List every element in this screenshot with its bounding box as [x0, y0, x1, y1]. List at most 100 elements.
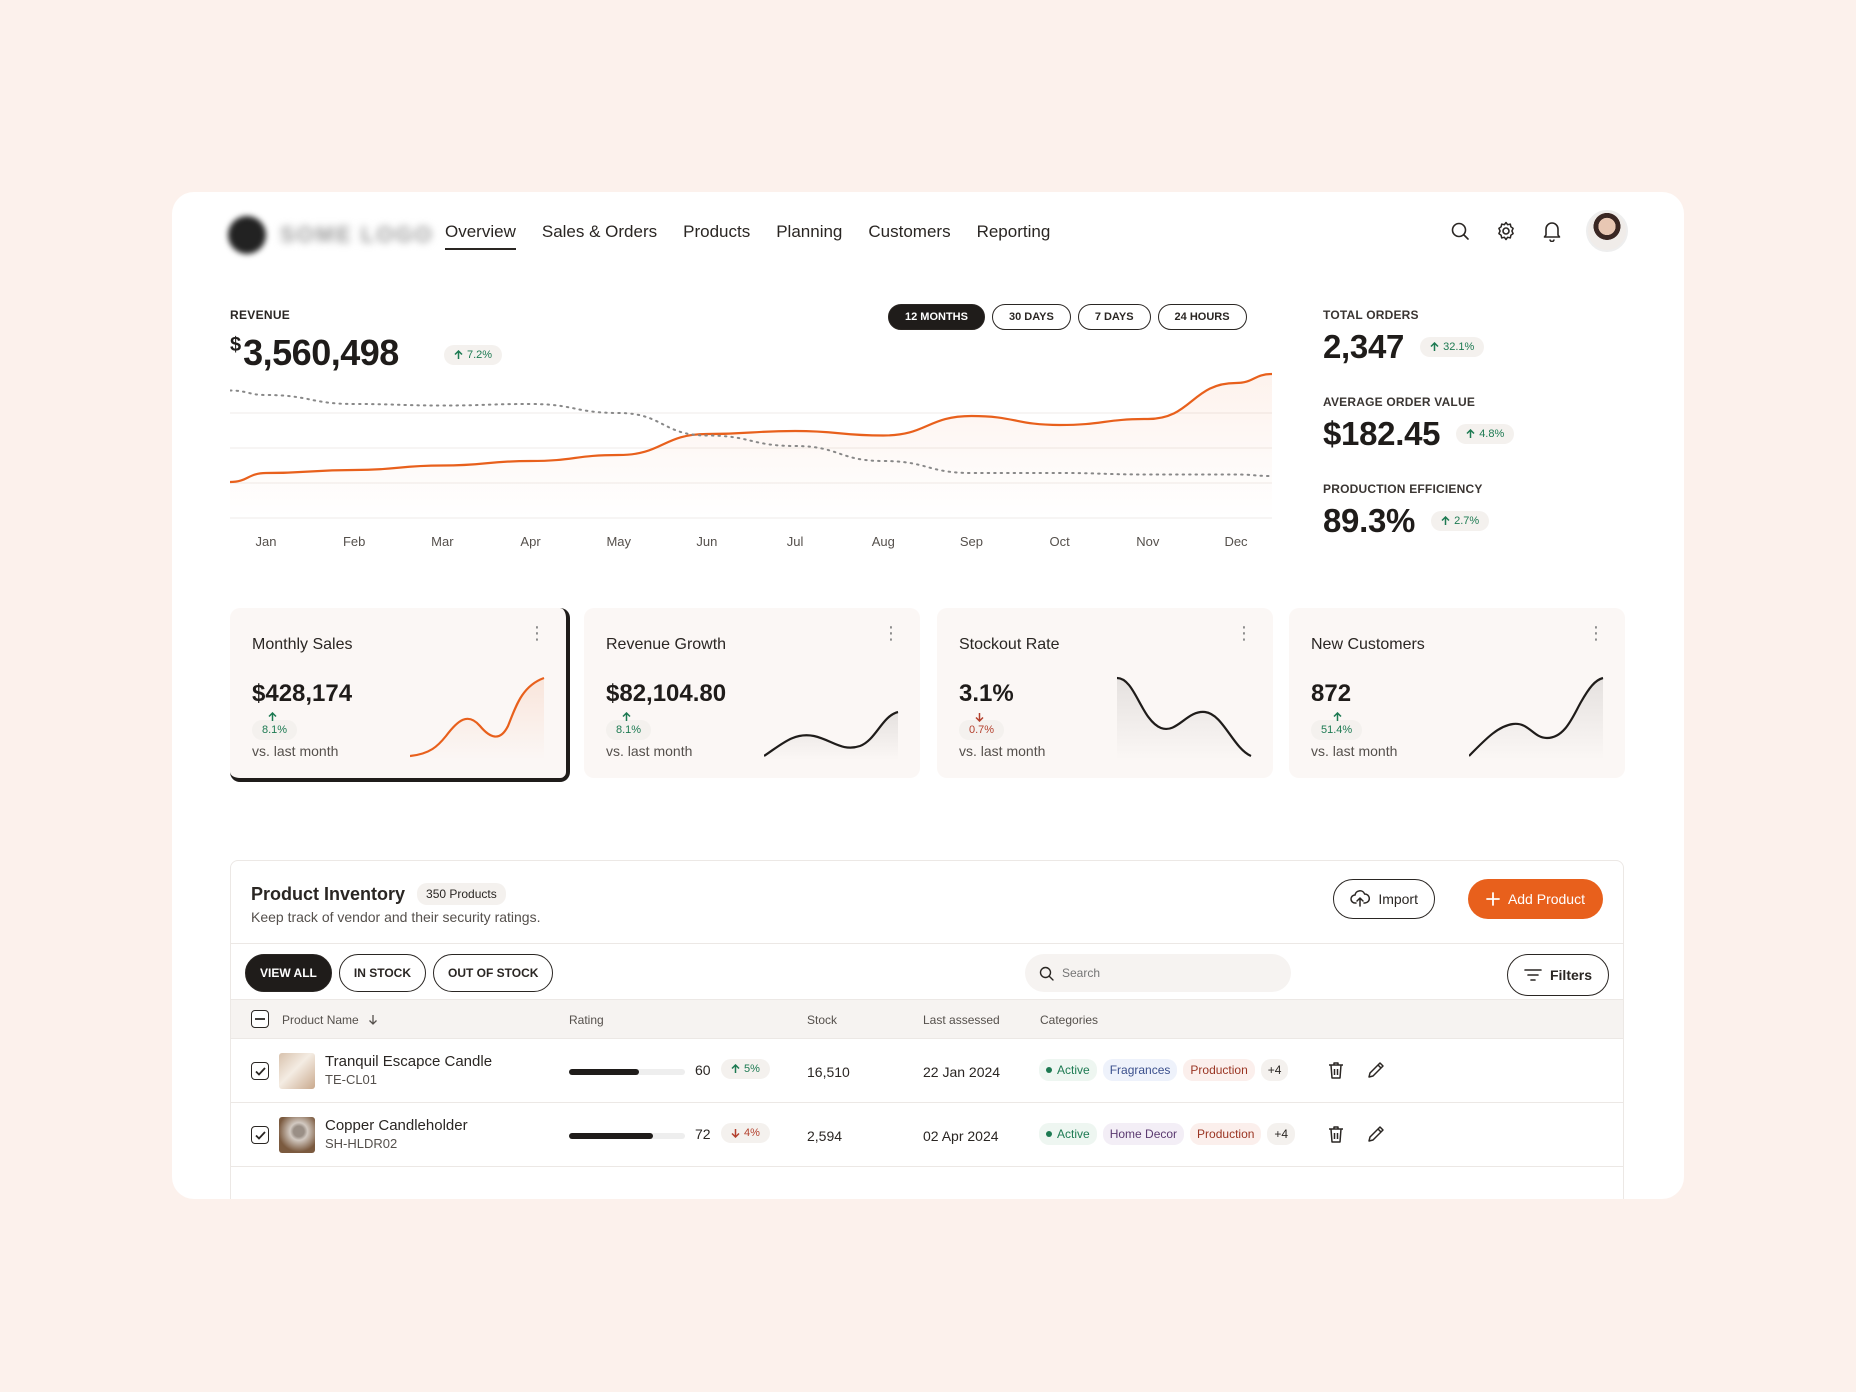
nav-planning[interactable]: Planning [776, 222, 843, 241]
add-product-button[interactable]: Add Product [1467, 879, 1603, 919]
month-tick-label: Feb [342, 534, 366, 549]
trash-icon[interactable] [1325, 1123, 1347, 1145]
main-nav: Overview Sales & Orders Products Plannin… [445, 222, 1050, 250]
nav-sales-orders[interactable]: Sales & Orders [541, 222, 658, 241]
month-tick-label: Nov [1136, 534, 1160, 549]
card-subtext: vs. last month [959, 743, 1046, 759]
card-subtext: vs. last month [252, 743, 339, 759]
check-icon [254, 1066, 266, 1076]
revenue-area-fill [230, 374, 1272, 518]
rating-value: 72 [695, 1126, 711, 1142]
more-tags[interactable]: +4 [1267, 1123, 1296, 1145]
range-24-hours[interactable]: 24 HOURS [1157, 304, 1247, 330]
month-tick-label: Apr [520, 534, 541, 549]
arrow-up-icon [622, 712, 631, 721]
stat-change-badge: 2.7% [1431, 511, 1490, 531]
column-rating[interactable]: Rating [569, 1013, 604, 1027]
more-tags[interactable]: +4 [1260, 1059, 1289, 1081]
add-product-label: Add Product [1507, 891, 1585, 907]
table-row[interactable]: Tranquil Escapce Candle TE-CL01 60 5% 16… [231, 1039, 1623, 1103]
stock-filter-tabs: VIEW ALL IN STOCK OUT OF STOCK [245, 954, 554, 992]
stat-value: 89.3% [1323, 502, 1416, 539]
column-label: Product Name [282, 1013, 359, 1027]
rating-change-badge: 4% [721, 1123, 770, 1143]
filters-button[interactable]: Filters [1506, 954, 1609, 996]
arrow-down-icon [975, 713, 984, 722]
kpi-card-revenue-growth[interactable]: Revenue Growth ⋮ $82,104.80 8.1% vs. las… [584, 608, 920, 778]
last-assessed-date: 22 Jan 2024 [923, 1064, 1001, 1080]
revenue-currency: $ [230, 334, 242, 356]
sparkline [410, 676, 545, 760]
nav-overview[interactable]: Overview [445, 222, 516, 250]
card-change-badge: 8.1% [252, 712, 298, 740]
arrow-up-icon [1333, 712, 1342, 721]
inventory-header: Product Inventory 350 Products [251, 883, 506, 905]
row-checkbox[interactable] [251, 1126, 269, 1144]
pencil-icon[interactable] [1365, 1123, 1387, 1145]
card-change-badge: 8.1% [606, 712, 652, 740]
user-avatar[interactable] [1586, 210, 1628, 252]
nav-reporting[interactable]: Reporting [976, 222, 1051, 241]
category-tag: Home Decor [1102, 1123, 1185, 1145]
nav-products[interactable]: Products [683, 222, 751, 241]
kpi-card-stockout-rate[interactable]: Stockout Rate ⋮ 3.1% 0.7% vs. last month [937, 608, 1273, 778]
search-input[interactable] [1062, 966, 1262, 980]
revenue-value: $ 3,560,498 [230, 332, 399, 374]
row-checkbox[interactable] [251, 1062, 269, 1080]
product-count-badge: 350 Products [417, 883, 506, 905]
product-sku: SH-HLDR02 [325, 1136, 398, 1151]
column-categories[interactable]: Categories [1040, 1013, 1099, 1027]
month-tick-label: Jun [696, 534, 718, 549]
bell-icon[interactable] [1540, 219, 1564, 243]
stat-change: 32.1% [1443, 341, 1475, 353]
search-icon[interactable] [1448, 219, 1472, 243]
range-30-days[interactable]: 30 DAYS [991, 304, 1071, 330]
company-logo[interactable]: SOME LOGO [228, 214, 434, 256]
rating-change: 5% [744, 1063, 760, 1075]
card-value: 3.1% [959, 680, 1014, 707]
stat-change: 4.8% [1479, 428, 1505, 440]
column-last-assessed[interactable]: Last assessed [923, 1013, 1000, 1027]
product-inventory-panel: Product Inventory 350 Products Keep trac… [230, 860, 1624, 1199]
product-name: Copper Candleholder [325, 1117, 468, 1134]
more-options-icon[interactable]: ⋮ [882, 623, 900, 643]
sort-arrow-down-icon [369, 1015, 378, 1025]
filter-out-of-stock[interactable]: OUT OF STOCK [433, 954, 554, 992]
filter-in-stock[interactable]: IN STOCK [338, 954, 427, 992]
card-change-badge: 51.4% [1311, 712, 1363, 740]
import-button[interactable]: Import [1333, 879, 1435, 919]
range-7-days[interactable]: 7 DAYS [1077, 304, 1151, 330]
nav-customers[interactable]: Customers [868, 222, 951, 241]
rating-bar [569, 1133, 685, 1139]
month-tick-label: Dec [1224, 534, 1248, 549]
inventory-subtitle: Keep track of vendor and their security … [251, 909, 541, 925]
more-options-icon[interactable]: ⋮ [1235, 623, 1253, 643]
column-product-name[interactable]: Product Name [282, 1013, 378, 1027]
card-change: 8.1% [262, 724, 288, 736]
revenue-label: REVENUE [230, 308, 291, 322]
product-sku: TE-CL01 [325, 1072, 378, 1087]
kpi-card-monthly-sales[interactable]: Monthly Sales ⋮ $428,174 8.1% vs. last m… [230, 608, 570, 782]
average-order-value-stat: AVERAGE ORDER VALUE $182.45 4.8% [1323, 395, 1515, 453]
trash-icon[interactable] [1325, 1059, 1347, 1081]
card-subtext: vs. last month [606, 743, 693, 759]
card-value: 872 [1311, 680, 1352, 707]
column-stock[interactable]: Stock [807, 1013, 838, 1027]
pencil-icon[interactable] [1365, 1059, 1387, 1081]
filter-view-all[interactable]: VIEW ALL [245, 954, 332, 992]
month-tick-label: Jul [786, 534, 804, 549]
category-tag: Production [1183, 1059, 1255, 1081]
rating-change: 4% [744, 1127, 760, 1139]
more-options-icon[interactable]: ⋮ [528, 623, 546, 643]
stat-change-badge: 32.1% [1420, 337, 1485, 357]
gear-icon[interactable] [1494, 219, 1518, 243]
status-tag: Active [1039, 1059, 1097, 1081]
range-12-months[interactable]: 12 MONTHS [888, 304, 985, 330]
more-options-icon[interactable]: ⋮ [1587, 623, 1605, 643]
kpi-card-new-customers[interactable]: New Customers ⋮ 872 51.4% vs. last month [1289, 608, 1625, 778]
select-all-checkbox[interactable] [251, 1010, 269, 1028]
rating-change-badge: 5% [721, 1059, 770, 1079]
stat-label: PRODUCTION EFFICIENCY [1323, 482, 1483, 496]
table-row[interactable]: Copper Candleholder SH-HLDR02 72 4% 2,59… [231, 1103, 1623, 1167]
stat-value: $182.45 [1323, 415, 1441, 452]
